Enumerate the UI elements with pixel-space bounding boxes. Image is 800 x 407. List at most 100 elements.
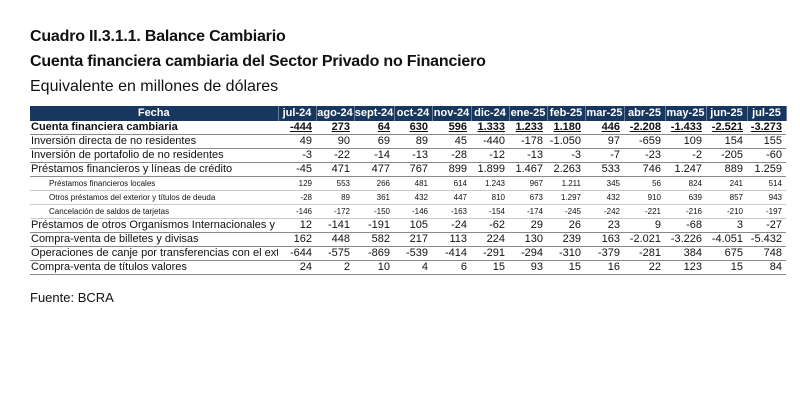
cell-value: -3: [278, 148, 316, 163]
cell-value-text: -2.521: [711, 121, 743, 133]
cell-value-text: 154: [724, 135, 743, 147]
cell-value-text: 553: [336, 179, 350, 188]
cell-value: -3: [547, 148, 585, 163]
cell-value-text: 448: [331, 233, 350, 245]
cell-value: 447: [432, 190, 471, 205]
header-month: jul-24: [278, 106, 317, 121]
cell-value-text: 2: [343, 261, 350, 273]
cell-value-text: -62: [489, 219, 505, 231]
header-fecha: Fecha: [30, 106, 279, 121]
cell-value-text: 1.211: [561, 179, 581, 188]
cell-value-text: -2: [692, 149, 702, 161]
cell-value: 384: [665, 246, 706, 261]
cell-value: -146: [278, 204, 316, 219]
cell-value: -146: [394, 204, 432, 219]
cell-value: -7: [585, 148, 624, 163]
header-month: ago-24: [316, 106, 355, 121]
cell-value: 89: [316, 190, 354, 205]
cell-value: 596: [432, 121, 471, 135]
cell-value: -539: [394, 246, 432, 261]
cell-value-text: -294: [520, 247, 543, 259]
cell-value: -3.226: [665, 232, 706, 247]
cell-value-text: -4.051: [711, 233, 743, 245]
cell-value: -444: [278, 121, 316, 135]
cell-value: 1.180: [547, 121, 585, 135]
cell-value-text: 1.899: [477, 163, 505, 175]
cell-value: 155: [747, 134, 786, 149]
cell-value-text: 1.259: [754, 163, 782, 175]
cell-value: 639: [665, 190, 706, 205]
header-month: mar-25: [585, 106, 625, 121]
cell-value: 23: [585, 218, 624, 233]
cell-value-text: 384: [683, 247, 702, 259]
cell-value: 84: [747, 260, 786, 275]
cell-value: -5.432: [747, 232, 786, 247]
cell-value-text: 266: [376, 179, 390, 188]
cell-value: 432: [585, 190, 624, 205]
cell-value-text: 6: [460, 261, 467, 273]
cell-value-text: 129: [298, 179, 312, 188]
cell-value: -221: [624, 204, 665, 219]
cell-value-text: 857: [729, 193, 743, 202]
cell-value-text: -2.021: [629, 233, 661, 245]
cell-value-text: 1.243: [484, 179, 505, 188]
cell-value: 4: [394, 260, 432, 275]
cell-value-text: 224: [486, 233, 505, 245]
cell-value-text: -242: [603, 207, 620, 216]
cell-value: -2.021: [624, 232, 665, 247]
cell-value-text: 533: [601, 163, 620, 175]
cell-value: 93: [509, 260, 547, 275]
balance-table: Fecha jul-24 ago-24 sept-24 oct-24 nov-24 dic…: [30, 106, 787, 275]
cell-value-text: 3: [736, 219, 743, 231]
cell-value: -281: [624, 246, 665, 261]
cell-value: 1.297: [547, 190, 585, 205]
cell-value-text: 109: [683, 135, 702, 147]
header-row: Fecha jul-24 ago-24 sept-24 oct-24 nov-24 dic…: [30, 106, 787, 121]
cell-value-text: -13: [412, 149, 428, 161]
cell-value-text: 1.247: [674, 163, 702, 175]
cell-value: -178: [509, 134, 547, 149]
cell-value-text: 93: [530, 261, 543, 273]
cell-value-text: -68: [686, 219, 702, 231]
cell-value: 6: [432, 260, 471, 275]
cell-value: -197: [747, 204, 786, 219]
cell-value-text: -245: [564, 207, 581, 216]
cell-value: 943: [747, 190, 786, 205]
cell-value-text: -14: [374, 149, 390, 161]
cell-value-text: 12: [299, 219, 312, 231]
cell-value-text: 163: [601, 233, 620, 245]
cell-value: 97: [585, 134, 624, 149]
cell-value-text: -5.432: [750, 233, 782, 245]
cell-value-text: 10: [377, 261, 390, 273]
table-row: Otros préstamos del exterior y títulos d…: [30, 190, 786, 205]
cell-value-text: 582: [371, 233, 390, 245]
cell-value: 64: [354, 121, 394, 135]
cell-value: -172: [316, 204, 354, 219]
cell-value-text: 64: [377, 121, 390, 133]
cell-value-text: 15: [730, 261, 743, 273]
table-row: Cuenta financiera cambiaria -444 273 64 630 5…: [30, 121, 786, 135]
cell-value: 224: [471, 232, 509, 247]
cell-value-text: 273: [331, 121, 350, 133]
cell-value: -205: [706, 148, 747, 163]
cell-value-text: 239: [562, 233, 581, 245]
cell-value-text: 943: [768, 193, 782, 202]
cell-value-text: 767: [409, 163, 428, 175]
cell-value: 582: [354, 232, 394, 247]
cell-value: 481: [394, 176, 432, 191]
cell-value: 1.467: [509, 162, 547, 177]
cell-value-text: -3.273: [750, 121, 782, 133]
cell-value: 15: [471, 260, 509, 275]
cell-value: 748: [747, 246, 786, 261]
cell-value: 361: [354, 190, 394, 205]
cell-value: 130: [509, 232, 547, 247]
cell-value-text: 477: [371, 163, 390, 175]
cell-value: -1.433: [665, 121, 706, 135]
cell-value: 9: [624, 218, 665, 233]
cell-value-text: -141: [327, 219, 350, 231]
table-subtitle: Cuenta financiera cambiaria del Sector P…: [30, 53, 486, 70]
cell-value: 1.247: [665, 162, 706, 177]
cell-value: -1.050: [547, 134, 585, 149]
table-row: Inversión de portafolio de no residentes…: [30, 148, 786, 163]
cell-value-text: 824: [688, 179, 702, 188]
